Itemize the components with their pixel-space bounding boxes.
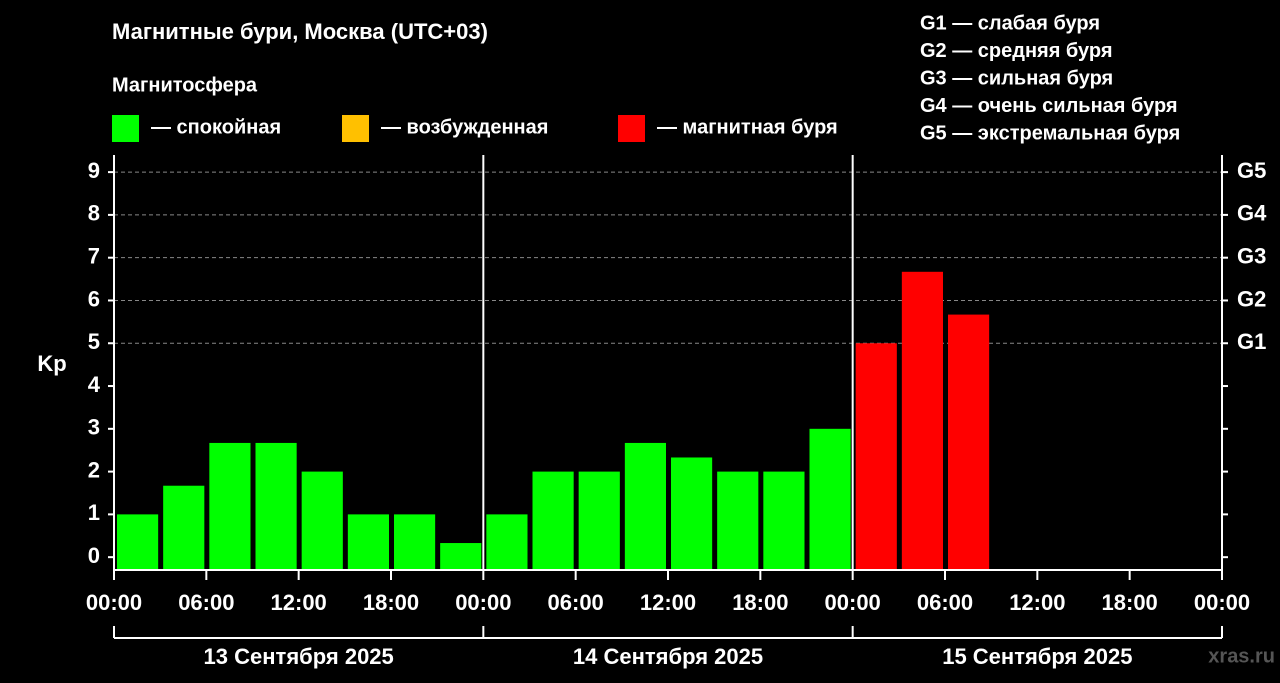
bar xyxy=(717,471,759,570)
x-tick-label: 06:00 xyxy=(178,590,234,615)
x-tick-label: 06:00 xyxy=(917,590,973,615)
y-tick-label: 9 xyxy=(88,158,100,183)
y-tick-label: 0 xyxy=(88,543,100,568)
bar xyxy=(901,271,943,570)
bar xyxy=(671,457,713,570)
bar xyxy=(394,514,436,570)
x-tick-label: 12:00 xyxy=(271,590,327,615)
bar xyxy=(532,471,574,570)
x-tick-label: 06:00 xyxy=(548,590,604,615)
x-tick-label: 00:00 xyxy=(1194,590,1250,615)
bar xyxy=(117,514,159,570)
bar xyxy=(809,428,851,570)
y-axis-label: Kp xyxy=(37,351,66,376)
bar xyxy=(763,471,805,570)
y-tick-label: 5 xyxy=(88,329,100,354)
x-tick-label: 18:00 xyxy=(732,590,788,615)
scale-note: G5 — экстремальная буря xyxy=(920,122,1180,144)
y2-tick-label: G2 xyxy=(1237,286,1266,311)
legend-swatch xyxy=(112,115,139,142)
bar xyxy=(347,514,389,570)
scale-note: G4 — очень сильная буря xyxy=(920,95,1178,117)
y2-tick-label: G4 xyxy=(1237,201,1267,226)
y-tick-label: 2 xyxy=(88,457,100,482)
bar xyxy=(163,485,205,570)
bar xyxy=(255,442,297,570)
y2-tick-label: G1 xyxy=(1237,329,1266,354)
chart-title: Магнитные бури, Москва (UTC+03) xyxy=(112,19,488,44)
legend-label: — спокойная xyxy=(151,116,281,138)
day-label: 14 Сентября 2025 xyxy=(573,644,763,669)
x-tick-label: 12:00 xyxy=(1009,590,1065,615)
y-tick-label: 7 xyxy=(88,243,100,268)
y2-tick-label: G3 xyxy=(1237,243,1266,268)
x-tick-label: 18:00 xyxy=(1102,590,1158,615)
bar xyxy=(578,471,620,570)
x-tick-label: 00:00 xyxy=(455,590,511,615)
y-tick-label: 4 xyxy=(88,372,101,397)
bar xyxy=(624,442,666,570)
scale-note: G3 — сильная буря xyxy=(920,67,1113,89)
y-tick-label: 6 xyxy=(88,286,100,311)
legend-label: — возбужденная xyxy=(381,116,548,138)
bar xyxy=(440,543,482,570)
bar xyxy=(948,314,990,570)
legend-swatch xyxy=(342,115,369,142)
y2-tick-label: G5 xyxy=(1237,158,1266,183)
bar xyxy=(486,514,528,570)
y-tick-label: 8 xyxy=(88,201,100,226)
bar xyxy=(855,343,897,570)
bar xyxy=(209,442,251,570)
legend-label: — магнитная буря xyxy=(657,116,838,138)
x-tick-label: 00:00 xyxy=(86,590,142,615)
watermark: xras.ru xyxy=(1208,645,1275,667)
y-tick-label: 1 xyxy=(88,500,100,525)
day-label: 13 Сентября 2025 xyxy=(204,644,394,669)
day-label: 15 Сентября 2025 xyxy=(942,644,1132,669)
x-tick-label: 18:00 xyxy=(363,590,419,615)
scale-note: G2 — средняя буря xyxy=(920,40,1113,62)
legend-title: Магнитосфера xyxy=(112,74,258,96)
legend-swatch xyxy=(618,115,645,142)
x-tick-label: 12:00 xyxy=(640,590,696,615)
x-tick-label: 00:00 xyxy=(825,590,881,615)
y-tick-label: 3 xyxy=(88,415,100,440)
bar xyxy=(301,471,343,570)
scale-note: G1 — слабая буря xyxy=(920,12,1100,34)
